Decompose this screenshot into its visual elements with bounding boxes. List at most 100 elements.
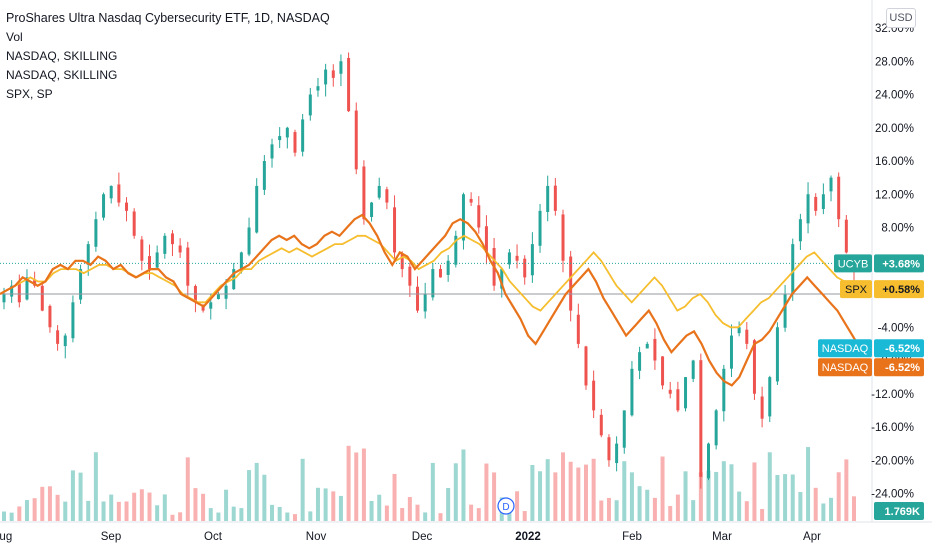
x-tick-label: 2022: [515, 531, 541, 543]
candle-body: [48, 305, 52, 328]
candle-body: [10, 285, 14, 297]
legend-symbol-title[interactable]: ProShares Ultra Nasdaq Cybersecurity ETF…: [6, 11, 330, 25]
candle-body: [553, 185, 557, 211]
candle-body: [668, 389, 672, 394]
price-tag-symbol: NASDAQ: [822, 343, 869, 355]
volume-bar: [270, 504, 275, 521]
volume-bar: [162, 494, 167, 521]
candle-body: [561, 214, 565, 261]
candle-body: [71, 302, 75, 339]
candle-body: [844, 219, 848, 253]
candle-body: [454, 235, 458, 265]
volume-bar: [737, 491, 742, 521]
candle-body: [431, 269, 435, 298]
volume-bar: [323, 488, 328, 521]
candle-body: [163, 235, 167, 254]
legend-compare-3[interactable]: SPX, SP: [6, 87, 53, 101]
candle-body: [285, 127, 289, 138]
volume-bar: [637, 486, 642, 521]
price-tag-value: +0.58%: [882, 284, 920, 296]
candle-body: [691, 360, 695, 379]
candle-body: [791, 244, 795, 295]
volume-bar: [821, 503, 826, 521]
volume-bar: [538, 471, 543, 521]
candle-body: [829, 177, 833, 192]
candle-body: [729, 335, 733, 369]
volume-bar: [614, 500, 619, 521]
volume-bar: [24, 500, 29, 521]
candle-body: [354, 110, 358, 170]
candle-body: [247, 227, 251, 255]
volume-bar: [484, 463, 489, 521]
volume-bar: [652, 497, 657, 521]
y-tick-label: -4.00%: [878, 322, 914, 334]
volume-bar: [147, 492, 152, 521]
candle-body: [630, 368, 634, 416]
candle-body: [607, 437, 611, 461]
volume-bar: [193, 488, 198, 521]
candle-body: [423, 294, 427, 312]
y-tick-label: 20.00%: [875, 123, 914, 135]
volume-bar: [530, 464, 535, 521]
volume-bar: [201, 493, 206, 521]
volume-bar: [492, 472, 497, 521]
candle-body: [546, 185, 550, 212]
volume-bar: [155, 505, 160, 521]
candle-body: [209, 302, 213, 309]
volume-bar: [315, 487, 320, 521]
y-tick-label: 28.00%: [875, 56, 914, 68]
candle-body: [798, 219, 802, 242]
volume-bar: [55, 494, 60, 521]
price-tag-symbol: UCYB: [838, 258, 869, 270]
volume-bar: [170, 514, 175, 521]
y-tick-label: -16.00%: [871, 422, 914, 434]
volume-bar: [239, 508, 244, 521]
nasdaq-series-line: [0, 213, 861, 387]
volume-bar: [292, 514, 297, 521]
volume-bars: [2, 445, 856, 521]
volume-bar: [369, 500, 374, 521]
candle-body: [86, 244, 90, 265]
time-axis[interactable]: Aug Sep Oct Nov Dec 2022 Feb Mar Apr: [0, 531, 821, 543]
candle-body: [477, 205, 481, 228]
candle-body: [94, 219, 98, 247]
volume-bar: [476, 508, 481, 521]
volume-bar: [346, 445, 351, 521]
legend-compare-1[interactable]: NASDAQ, SKILLING: [6, 49, 118, 63]
candle-body: [316, 86, 320, 91]
volume-bar: [9, 512, 14, 521]
candle-body: [270, 144, 274, 159]
candle-body: [278, 136, 282, 141]
candle-body: [737, 327, 741, 334]
candle-body: [569, 256, 573, 311]
volume-bar: [2, 511, 6, 521]
currency-button[interactable]: USD: [886, 8, 916, 28]
volume-bar: [553, 472, 558, 521]
candle-body: [308, 94, 312, 116]
volume-bar: [790, 474, 795, 521]
candle-body: [201, 304, 205, 311]
dividend-marker[interactable]: D: [497, 497, 515, 515]
price-tag: NASDAQ -6.52%: [818, 358, 924, 377]
candle-body: [262, 161, 266, 190]
candle-body: [707, 443, 711, 479]
volume-bar: [231, 506, 236, 521]
volume-bar: [783, 474, 788, 521]
volume-bar: [185, 457, 190, 521]
candle-body: [331, 70, 335, 78]
legend-compare-2[interactable]: NASDAQ, SKILLING: [6, 68, 118, 82]
volume-bar: [277, 506, 282, 521]
candle-body: [461, 194, 465, 241]
volume-bar: [63, 501, 68, 521]
candle-body: [783, 294, 787, 328]
volume-bar: [836, 472, 841, 521]
legend-vol[interactable]: Vol: [6, 30, 23, 44]
volume-last-value: 1.769K: [885, 506, 921, 518]
candle-body: [370, 202, 374, 217]
x-tick-label: Dec: [412, 531, 433, 543]
candle-body: [653, 338, 657, 361]
candle-body: [592, 380, 596, 411]
candle-body: [484, 226, 488, 253]
volume-bar: [208, 508, 213, 521]
